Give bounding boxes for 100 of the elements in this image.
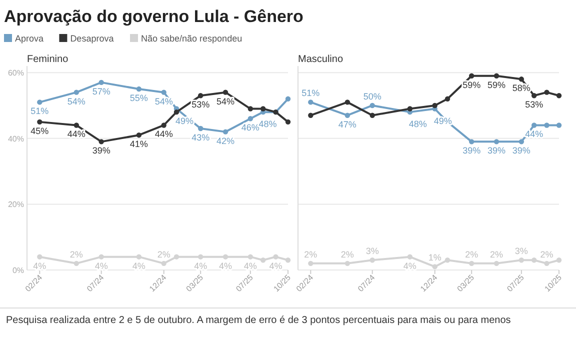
data-label: 39% — [488, 146, 506, 156]
point — [198, 93, 204, 98]
point — [37, 100, 42, 105]
point — [370, 258, 375, 263]
point — [161, 122, 166, 128]
data-label: 2% — [340, 249, 354, 260]
point — [98, 254, 104, 260]
chart-title: Aprovação do governo Lula - Gênero — [4, 7, 304, 26]
data-label: 4% — [194, 260, 208, 271]
data-label: 48% — [258, 119, 277, 130]
point — [518, 76, 524, 82]
point — [285, 119, 291, 125]
data-label: 4% — [269, 260, 282, 271]
data-label: 39% — [512, 146, 530, 156]
point — [370, 112, 375, 118]
point — [222, 254, 228, 260]
legend-label: Desaprova — [70, 34, 114, 44]
point — [432, 102, 438, 108]
point — [198, 126, 204, 132]
data-label: 42% — [216, 136, 235, 146]
point — [136, 132, 142, 138]
data-label: 50% — [363, 91, 382, 102]
point — [198, 254, 204, 260]
point — [98, 80, 104, 86]
point — [544, 90, 550, 95]
point — [494, 260, 500, 266]
data-label: 53% — [525, 100, 544, 110]
data-label: 1% — [428, 252, 442, 263]
point — [407, 106, 413, 112]
point — [344, 260, 350, 266]
data-label: 46% — [241, 122, 260, 133]
point — [174, 254, 180, 260]
data-label: 4% — [403, 260, 416, 271]
data-label: 2% — [70, 249, 83, 260]
data-label: 44% — [154, 129, 173, 140]
point — [444, 258, 450, 263]
point — [248, 254, 254, 260]
data-label: 4% — [219, 260, 232, 271]
point — [161, 260, 166, 266]
point — [248, 106, 254, 112]
point — [531, 93, 537, 98]
point — [432, 264, 438, 270]
data-label: 59% — [488, 80, 506, 90]
point — [74, 122, 80, 128]
data-label: 2% — [540, 249, 554, 260]
y-tick-label: 0% — [12, 266, 24, 275]
point — [37, 119, 42, 125]
data-label: 45% — [30, 126, 49, 136]
point — [344, 112, 350, 118]
point — [444, 96, 450, 102]
point — [222, 129, 228, 134]
y-tick-label: 20% — [8, 200, 24, 210]
data-label: 51% — [30, 106, 49, 116]
data-label: 48% — [408, 119, 427, 130]
data-label: 51% — [302, 88, 320, 98]
point — [344, 100, 350, 105]
point — [136, 86, 142, 92]
point — [556, 258, 562, 263]
data-label: 2% — [157, 249, 170, 260]
point — [174, 109, 180, 115]
point — [260, 258, 266, 263]
data-label: 54% — [216, 96, 235, 106]
data-label: 4% — [244, 260, 257, 271]
data-label: 54% — [67, 96, 86, 106]
point — [37, 254, 42, 260]
data-label: 2% — [490, 249, 504, 260]
y-tick-label: 60% — [8, 68, 24, 78]
data-label: 41% — [130, 139, 148, 150]
data-label: 2% — [465, 249, 478, 260]
point — [531, 122, 537, 128]
point — [273, 254, 278, 260]
point — [74, 260, 80, 266]
point — [494, 73, 500, 78]
y-tick-label: 40% — [8, 134, 24, 144]
point — [260, 106, 266, 112]
point — [407, 254, 413, 260]
point — [544, 122, 550, 128]
point — [161, 90, 166, 95]
point — [494, 139, 500, 144]
data-label: 4% — [33, 260, 46, 271]
point — [308, 100, 314, 105]
point — [136, 254, 142, 260]
text: Pesquisa realizada entre 2 e 5 de outubro. A margem de erro é de 3 pontos percentuais para mais ou para menos — [5, 314, 512, 328]
point — [468, 139, 474, 144]
point — [468, 260, 474, 266]
point — [544, 260, 550, 266]
chart-subtitle: Feminino — [27, 54, 69, 65]
point — [98, 139, 104, 144]
point — [531, 258, 537, 263]
point — [308, 112, 314, 118]
point — [518, 258, 524, 263]
point — [556, 93, 562, 98]
point — [308, 260, 314, 266]
point — [74, 90, 80, 95]
point — [222, 90, 228, 95]
data-label: 39% — [92, 146, 110, 156]
point — [248, 116, 254, 122]
legend-label: Não sabe/não respondeu — [141, 34, 242, 44]
point — [556, 122, 562, 128]
data-label: 43% — [192, 132, 210, 143]
